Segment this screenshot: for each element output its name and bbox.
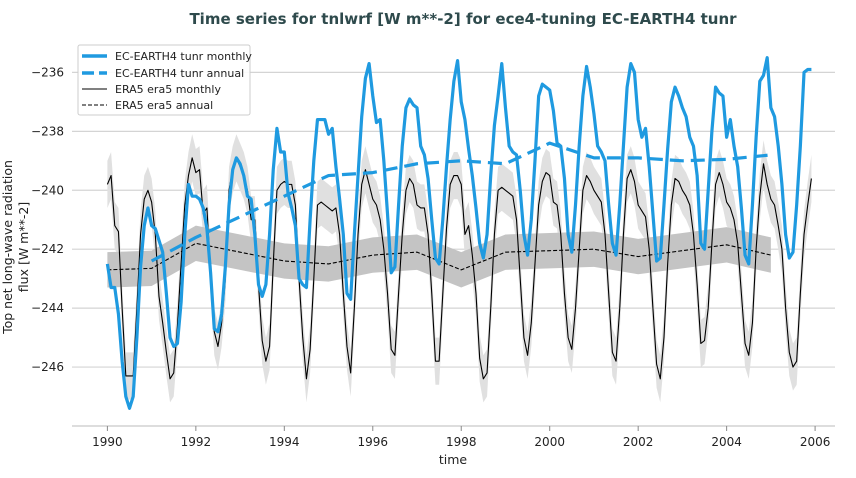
x-ticks: 1990 1992 1994 1996 1998 2000 2002 2004 2006 — [92, 426, 830, 449]
x-tick-label: 2004 — [711, 435, 742, 449]
x-tick-label: 2002 — [623, 435, 654, 449]
legend: EC-EARTH4 tunr monthly EC-EARTH4 tunr an… — [77, 44, 252, 116]
y-tick-label: −236 — [31, 65, 64, 79]
x-tick-label: 1992 — [181, 435, 212, 449]
x-axis-label: time — [439, 452, 468, 467]
x-tick-label: 1996 — [358, 435, 389, 449]
legend-label: EC-EARTH4 tunr annual — [115, 67, 244, 80]
legend-label: ERA5 era5 monthly — [115, 83, 221, 96]
x-tick-label: 1990 — [92, 435, 123, 449]
era5-monthly-band — [107, 134, 812, 403]
uncertainty-bands — [107, 134, 812, 403]
y-ticks: −236 −238 −240 −242 −244 −246 — [31, 65, 64, 374]
x-tick-label: 1998 — [446, 435, 477, 449]
y-tick-label: −242 — [31, 242, 64, 256]
y-tick-label: −244 — [31, 301, 64, 315]
y-tick-label: −246 — [31, 360, 64, 374]
x-tick-label: 1994 — [269, 435, 300, 449]
x-tick-label: 2006 — [800, 435, 831, 449]
series-line-ec-earth4-tunr-annual — [150, 141, 772, 263]
y-axis-label-line2: flux [W m**-2] — [16, 202, 31, 292]
series-lines — [105, 56, 812, 410]
y-tick-label: −240 — [31, 183, 64, 197]
legend-label: ERA5 era5 annual — [115, 99, 213, 112]
series-line-ec-earth4-tunr-monthly — [105, 56, 812, 410]
y-axis-label-line1: Top net long-wave radiation — [0, 160, 15, 335]
chart-title: Time series for tnlwrf [W m**-2] for ece… — [189, 10, 737, 28]
y-tick-label: −238 — [31, 124, 64, 138]
y-axis-label: Top net long-wave radiation flux [W m**-… — [0, 160, 31, 335]
x-tick-label: 2000 — [534, 435, 565, 449]
legend-label: EC-EARTH4 tunr monthly — [115, 50, 252, 63]
legend-box — [77, 44, 251, 116]
